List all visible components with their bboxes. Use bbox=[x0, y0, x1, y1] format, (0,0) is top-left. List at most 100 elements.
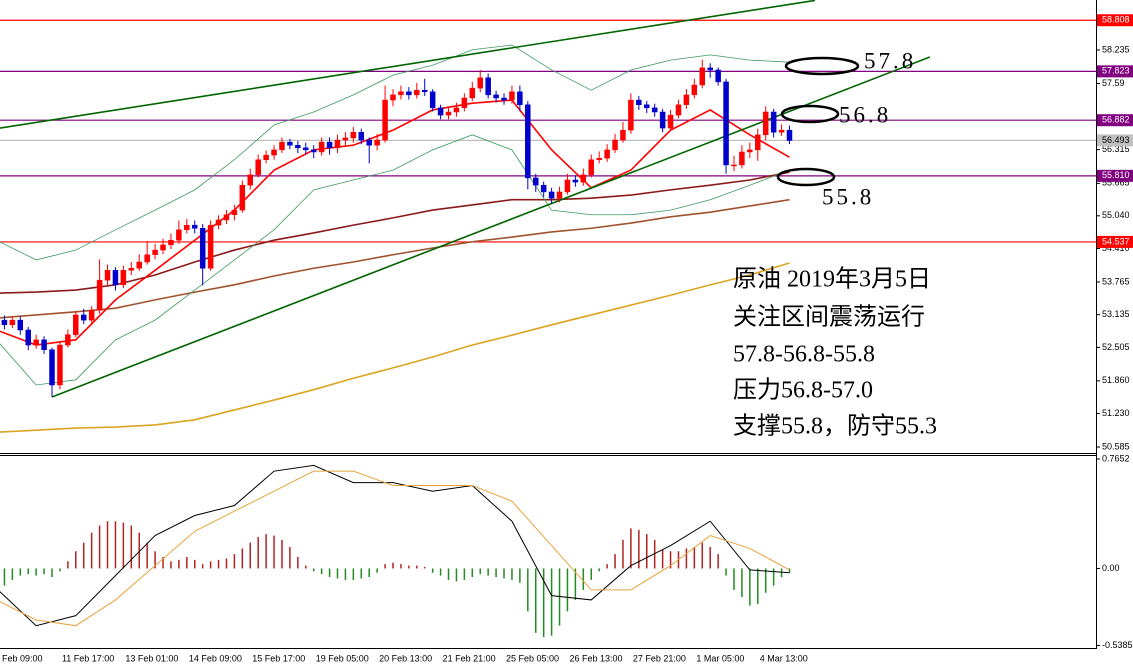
macd-bar bbox=[138, 532, 140, 569]
macd-bar bbox=[35, 568, 37, 576]
macd-bar bbox=[297, 557, 299, 569]
candle-body bbox=[25, 329, 31, 346]
macd-bar bbox=[241, 548, 244, 569]
y-tick-label: 56.315 bbox=[1102, 144, 1130, 154]
level-label: 56.882 bbox=[1102, 115, 1130, 125]
macd-bar bbox=[360, 568, 363, 579]
y-tick-label: 0.00 bbox=[1102, 563, 1120, 573]
macd-bar bbox=[717, 554, 719, 569]
candle-body bbox=[295, 144, 301, 149]
candle-body bbox=[691, 84, 698, 96]
macd-bar bbox=[90, 532, 93, 569]
level-label: 57.823 bbox=[1102, 66, 1130, 76]
macd-bar bbox=[463, 568, 466, 580]
candle-body bbox=[49, 349, 55, 386]
candle-body bbox=[509, 91, 515, 101]
macd-bar bbox=[400, 564, 402, 569]
macd-bar bbox=[43, 568, 45, 575]
macd-bar bbox=[305, 565, 307, 569]
candle-body bbox=[739, 151, 745, 166]
candle-body bbox=[80, 314, 87, 321]
y-tick-label: -0.5385 bbox=[1102, 640, 1133, 650]
y-tick-label: 55.040 bbox=[1102, 210, 1130, 220]
candle-body bbox=[786, 129, 793, 141]
candle-body bbox=[477, 77, 483, 89]
y-tick-label: 53.135 bbox=[1102, 309, 1130, 319]
macd-bar bbox=[638, 529, 640, 569]
candle-body bbox=[9, 319, 16, 326]
x-tick-label: 26 Feb 13:00 bbox=[569, 653, 622, 663]
candle-body bbox=[144, 254, 150, 263]
candle-body bbox=[255, 159, 261, 176]
candle-body bbox=[723, 81, 729, 166]
macd-bar bbox=[336, 568, 339, 579]
candle-body bbox=[778, 129, 785, 133]
y-tick-label: 55.665 bbox=[1102, 178, 1130, 188]
macd-bar bbox=[328, 568, 331, 578]
macd-bar bbox=[67, 561, 69, 569]
indicator-line bbox=[0, 470, 790, 627]
macd-bar bbox=[344, 568, 347, 580]
candle-body bbox=[215, 219, 222, 226]
macd-bar bbox=[376, 568, 378, 573]
macd-bar bbox=[566, 568, 569, 612]
macd-bar bbox=[590, 568, 592, 580]
candle-body bbox=[247, 174, 254, 186]
macd-bar bbox=[693, 546, 696, 569]
macd-bar bbox=[598, 568, 600, 572]
y-tick-label: 58.235 bbox=[1102, 44, 1130, 54]
macd-bar bbox=[82, 542, 85, 569]
candle-body bbox=[279, 141, 285, 151]
candle-body bbox=[334, 139, 341, 149]
macd-bar bbox=[194, 559, 196, 569]
candle-body bbox=[620, 129, 626, 141]
candle-body bbox=[437, 107, 444, 116]
macd-bar bbox=[186, 557, 188, 569]
macd-bar bbox=[669, 551, 672, 569]
x-tick-label: 1 Mar 05:00 bbox=[696, 653, 744, 663]
candle-body bbox=[445, 111, 452, 116]
axes: 58.23557.5956.31555.66555.04054.41053.76… bbox=[2, 14, 1133, 663]
level-label: 56.493 bbox=[1102, 135, 1130, 145]
macd-bar bbox=[209, 561, 212, 569]
macd-bar bbox=[431, 568, 434, 573]
candle-body bbox=[263, 154, 269, 161]
macd-bar bbox=[725, 568, 727, 576]
level-label: 58.808 bbox=[1102, 15, 1130, 25]
level-label-box bbox=[1097, 169, 1133, 182]
macd-bar bbox=[487, 568, 489, 576]
macd-bar bbox=[273, 535, 275, 569]
x-tick-label: 25 Feb 05:00 bbox=[506, 653, 559, 663]
candle-body bbox=[199, 228, 206, 269]
candle-body bbox=[239, 184, 246, 211]
candle-body bbox=[104, 270, 111, 281]
macd-bar bbox=[384, 564, 386, 569]
level-label-box bbox=[1097, 114, 1133, 127]
candle-body bbox=[604, 149, 610, 159]
candle-body bbox=[65, 334, 71, 346]
macd-bar bbox=[479, 568, 481, 575]
candle-body bbox=[382, 99, 388, 141]
macd-bar bbox=[455, 568, 458, 582]
candle-body bbox=[429, 91, 436, 109]
candle-body bbox=[350, 131, 357, 139]
indicator-line bbox=[0, 99, 790, 346]
candle-body bbox=[152, 249, 158, 255]
candle-body bbox=[160, 244, 166, 251]
macd-bar bbox=[630, 528, 632, 569]
candle-body bbox=[675, 104, 682, 116]
candle-body bbox=[628, 99, 634, 131]
candle-body bbox=[326, 141, 333, 149]
macd-panel bbox=[0, 464, 791, 638]
macd-bar bbox=[249, 542, 252, 569]
macd-bar bbox=[106, 521, 109, 569]
macd-bar bbox=[527, 568, 529, 612]
x-tick-label: 11 Feb 17:00 bbox=[62, 653, 114, 663]
macd-bar bbox=[423, 567, 426, 569]
macd-bar bbox=[495, 568, 497, 578]
macd-bar bbox=[19, 568, 22, 576]
macd-bar bbox=[368, 568, 370, 578]
candle-body bbox=[548, 191, 555, 199]
level-label-box bbox=[1097, 235, 1133, 248]
